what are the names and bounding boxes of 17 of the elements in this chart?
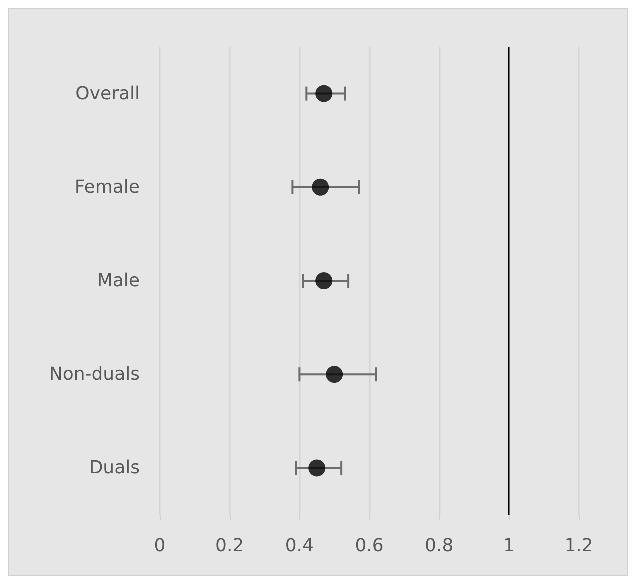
x-tick-label: 1 — [503, 536, 515, 556]
point — [312, 178, 330, 196]
x-tick-label: 0.2 — [216, 536, 244, 556]
point — [308, 460, 326, 477]
y-tick-label: Overall — [76, 83, 140, 104]
y-tick-label: Female — [74, 176, 140, 198]
point — [316, 272, 333, 290]
point — [316, 85, 333, 102]
x-tick-label: 0 — [154, 536, 166, 556]
y-tick-label: Non-duals — [49, 364, 140, 386]
y-tick-label: Duals — [89, 458, 140, 479]
y-tick-label: Male — [97, 270, 140, 292]
x-tick-label: 0.6 — [355, 536, 384, 556]
point — [326, 366, 344, 384]
x-tick-label: 0.8 — [425, 536, 454, 556]
x-tick-label: 1.2 — [564, 536, 594, 556]
x-tick-label: 0.4 — [285, 536, 314, 556]
